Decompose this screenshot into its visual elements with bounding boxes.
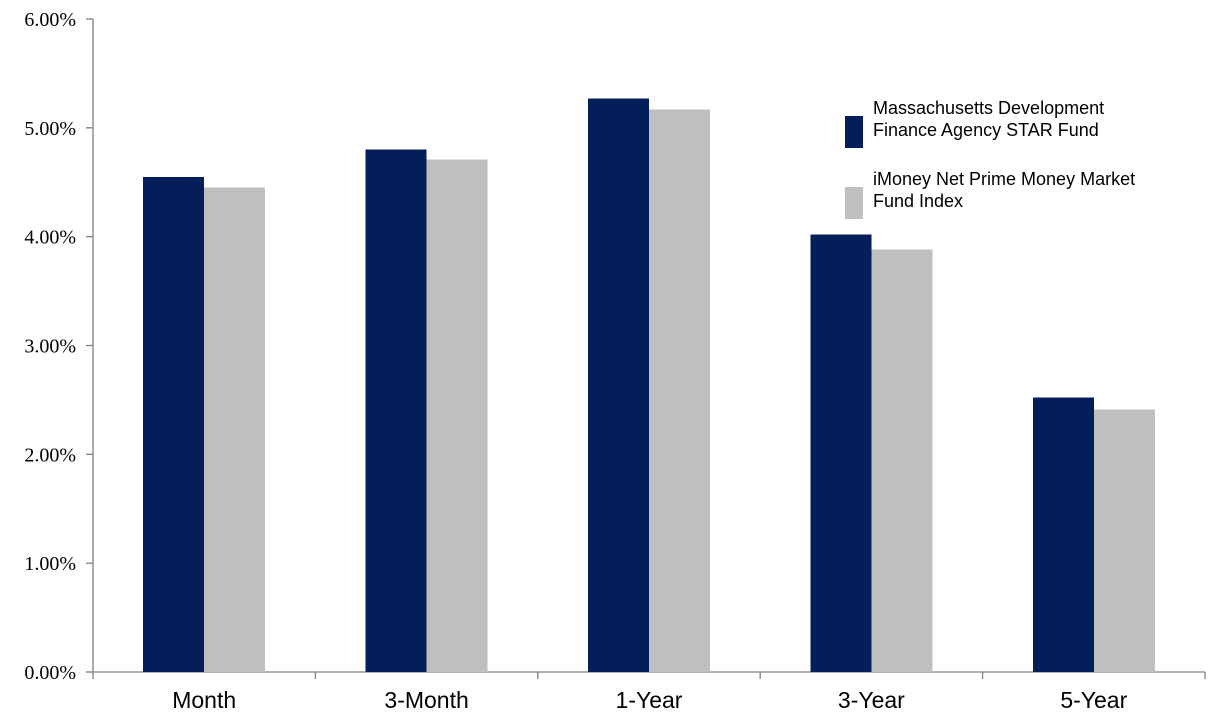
bar-star-fund-2 <box>588 98 649 672</box>
legend-label-0: Massachusetts Development <box>873 98 1104 118</box>
bar-imoney-index-2 <box>649 109 710 672</box>
bar-imoney-index-3 <box>871 249 933 672</box>
y-tick-label: 3.00% <box>24 336 76 358</box>
legend-label-1: Fund Index <box>873 191 963 211</box>
bar-imoney-index-4 <box>1093 409 1155 672</box>
bar-imoney-index-0 <box>204 187 266 673</box>
y-tick-label: 0.00% <box>24 662 76 684</box>
bar-star-fund-4 <box>1032 397 1094 672</box>
legend-label-0: Finance Agency STAR Fund <box>873 120 1099 140</box>
bar-star-fund-0 <box>143 176 205 672</box>
legend-label-1: iMoney Net Prime Money Market <box>873 169 1135 189</box>
x-tick-label: 5-Year <box>1060 687 1127 713</box>
x-tick-label: 3-Month <box>384 687 468 713</box>
y-tick-label: 5.00% <box>24 118 76 140</box>
y-tick-label: 6.00% <box>24 9 76 31</box>
legend-swatch-0 <box>845 116 863 148</box>
bar-star-fund-1 <box>365 149 427 673</box>
bar-imoney-index-1 <box>426 159 488 672</box>
x-tick-label: 3-Year <box>838 687 905 713</box>
x-tick-label: Month <box>172 687 236 713</box>
bar-star-fund-3 <box>810 234 872 673</box>
x-tick-label: 1-Year <box>616 687 683 713</box>
y-tick-label: 4.00% <box>24 227 76 249</box>
y-tick-label: 2.00% <box>24 444 76 466</box>
y-tick-label: 1.00% <box>24 553 76 575</box>
legend-swatch-1 <box>845 187 863 219</box>
